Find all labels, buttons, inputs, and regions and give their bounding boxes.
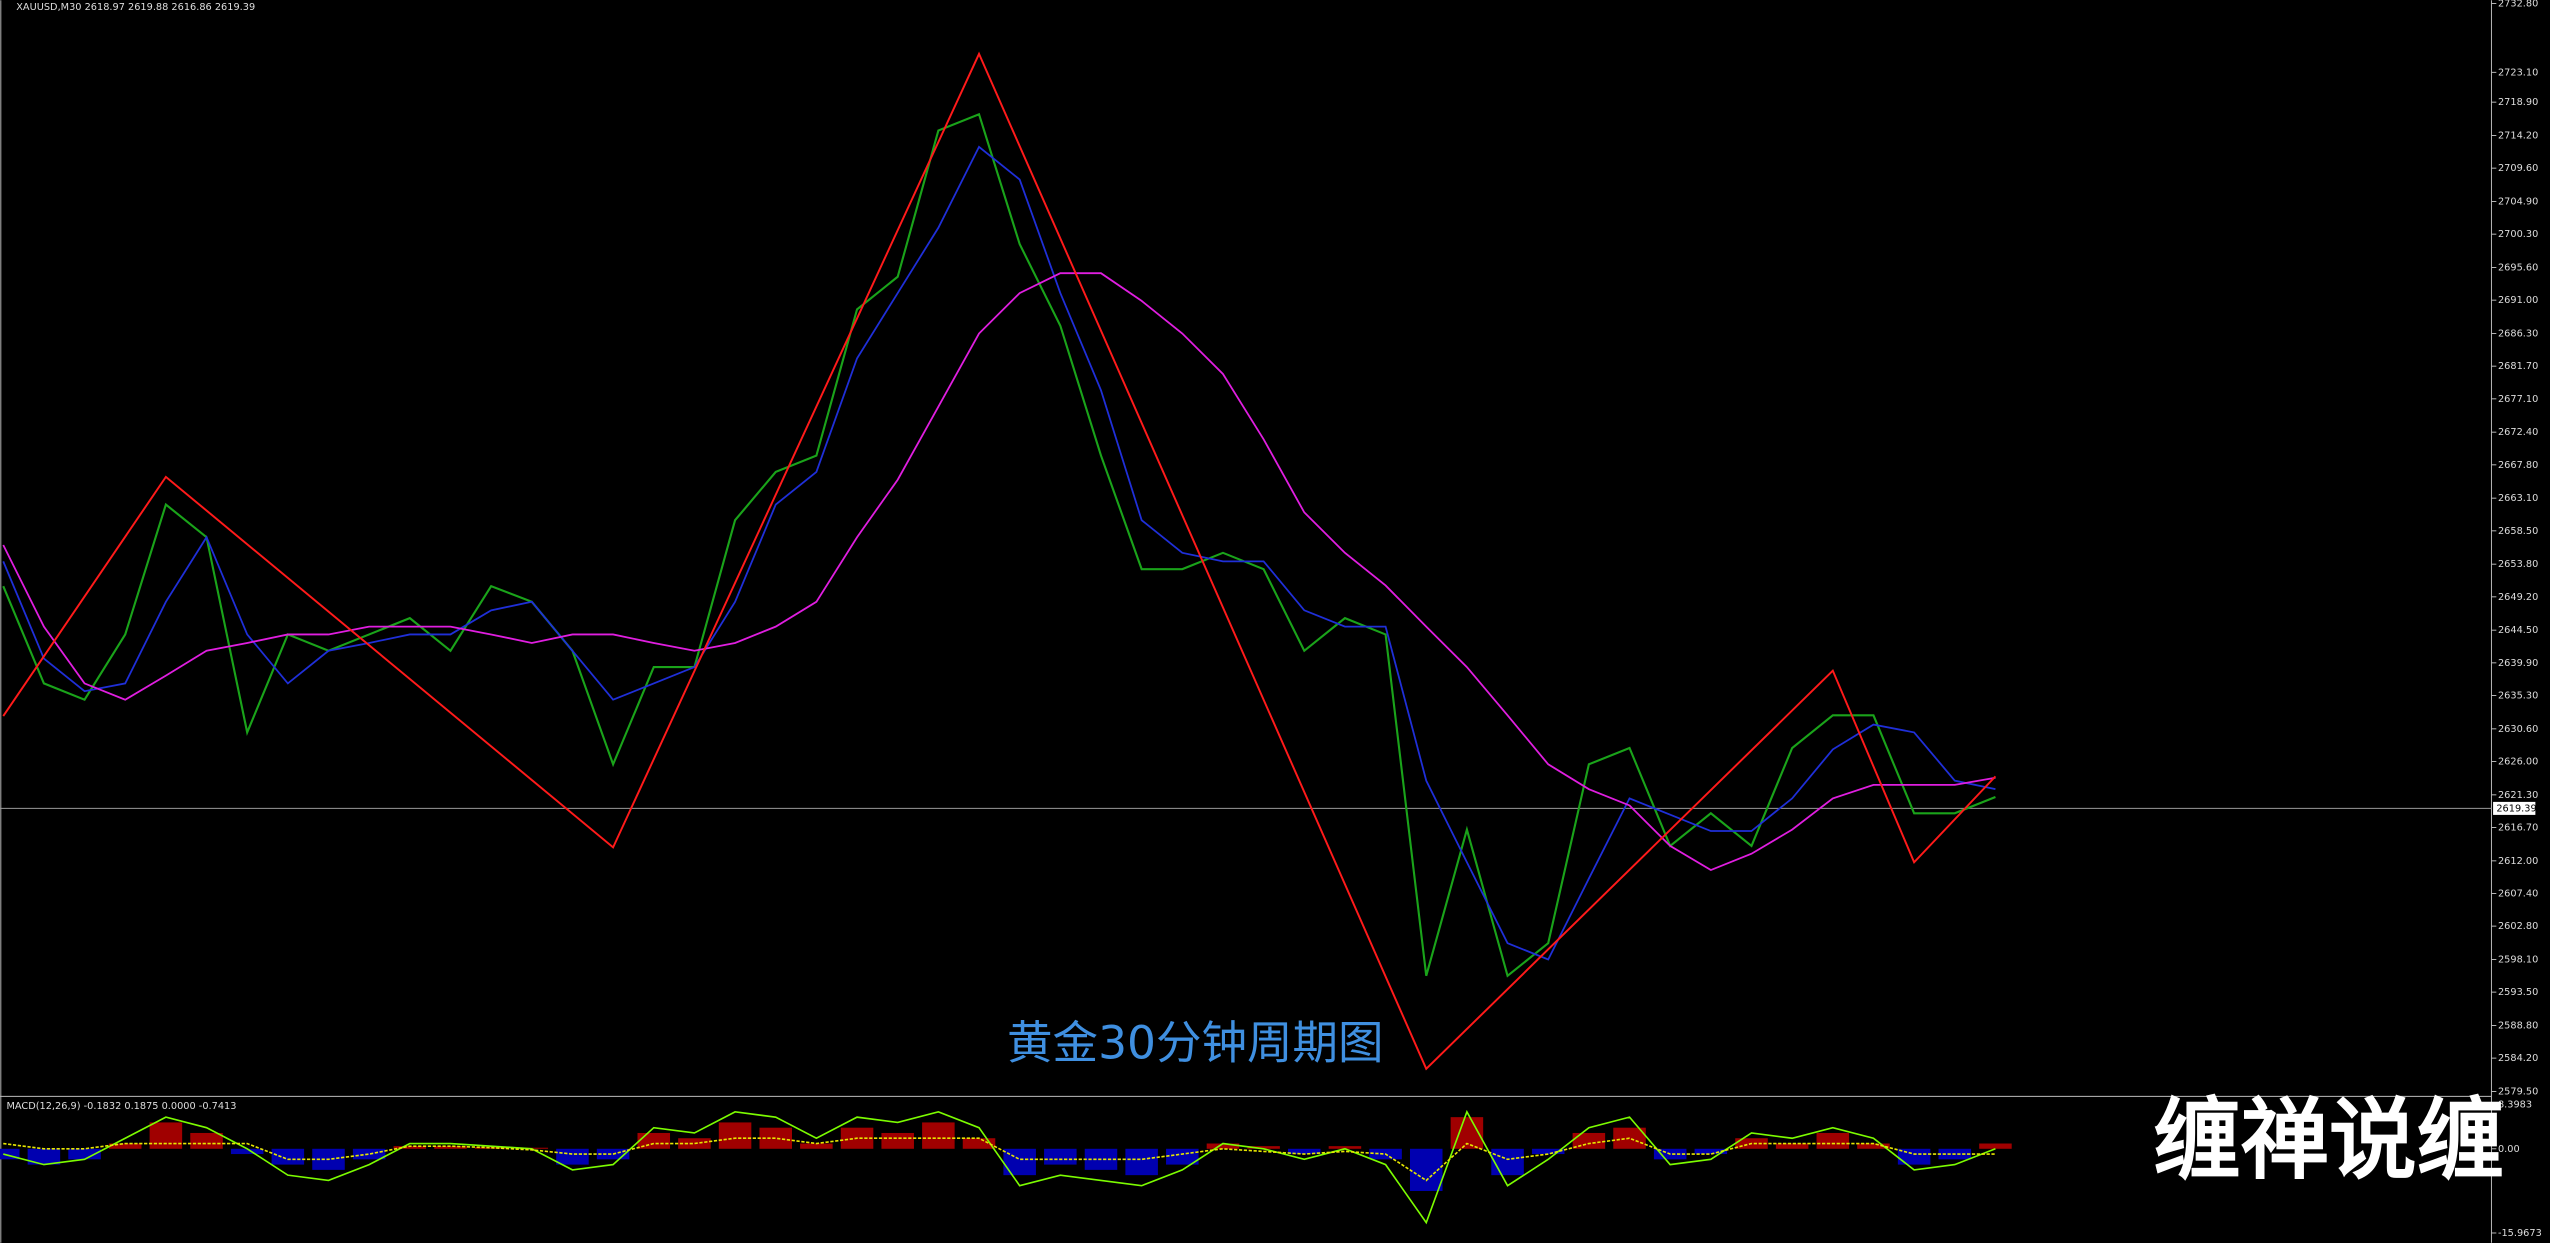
y-tick-label: 2612.00 — [2498, 856, 2538, 867]
macd-histogram-bar — [1491, 1148, 1524, 1176]
macd-histogram-bar — [1775, 1143, 1809, 1149]
macd-histogram-bar — [556, 1148, 589, 1165]
y-tick-label: 2602.80 — [2498, 921, 2538, 932]
macd-histogram-bar — [393, 1146, 427, 1149]
macd-histogram-bar — [1979, 1143, 2012, 1149]
macd-histogram-bar — [0, 1148, 20, 1160]
macd-histogram-bar — [881, 1132, 914, 1149]
y-tick-label: 2704.90 — [2498, 197, 2538, 208]
macd-histogram-bar — [1288, 1148, 1321, 1155]
macd-histogram-bar — [1531, 1148, 1565, 1155]
macd-histogram-bar — [434, 1146, 467, 1149]
price-line — [2, 272, 1996, 872]
y-tick-label: 2635.30 — [2498, 690, 2538, 701]
macd-histogram-bar — [1572, 1132, 1606, 1149]
macd-histogram-bar — [718, 1122, 752, 1149]
y-tick-label: 2718.90 — [2498, 97, 2538, 108]
macd-histogram-bar — [1816, 1132, 1850, 1149]
macd-histogram-bar — [149, 1122, 183, 1149]
macd-histogram-bar — [678, 1138, 711, 1149]
macd-line — [3, 1109, 1996, 1225]
y-tick-label: 2677.10 — [2498, 394, 2538, 405]
macd-histogram-bar — [108, 1143, 142, 1149]
y-tick-label: 2621.30 — [2498, 790, 2538, 801]
macd-histogram-bar — [922, 1122, 955, 1149]
y-tick-label: 2686.30 — [2498, 329, 2538, 340]
macd-histogram-bar — [637, 1132, 671, 1149]
y-tick-label: 2663.10 — [2498, 493, 2538, 504]
macd-histogram-bar — [1206, 1143, 1240, 1149]
macd-line — [3, 1137, 1996, 1182]
macd-histogram-bar — [1328, 1146, 1362, 1149]
y-tick-label: 2579.50 — [2498, 1086, 2538, 1097]
watermark: 缠禅说缠 — [2153, 1089, 2504, 1192]
macd-histogram-bar — [474, 1147, 508, 1149]
y-tick-label: 2732.80 — [2498, 0, 2538, 10]
y-tick-label: 2644.50 — [2498, 625, 2538, 636]
y-tick-label: 2709.60 — [2498, 163, 2538, 174]
last-price-box — [2493, 801, 2536, 815]
y-tick-label: 2616.70 — [2498, 822, 2538, 833]
y-tick-label: 2681.70 — [2498, 361, 2538, 372]
macd-title: MACD(12,26,9) -0.1832 0.1875 0.0000 -0.7… — [7, 1101, 237, 1112]
y-tick-label: 2667.80 — [2498, 460, 2538, 471]
macd-histogram-bar — [1247, 1146, 1280, 1149]
macd-histogram-bar — [1044, 1148, 1077, 1165]
macd-histogram-bar — [230, 1148, 264, 1155]
macd-histogram-bar — [759, 1127, 792, 1149]
y-tick-label: 2639.90 — [2498, 658, 2538, 669]
y-tick-label: 2672.40 — [2498, 427, 2538, 438]
y-tick-label: -15.9673 — [2498, 1228, 2542, 1239]
y-tick-label: 2723.10 — [2498, 67, 2538, 78]
price-line — [2, 145, 1996, 961]
y-tick-label: 2584.20 — [2498, 1053, 2538, 1064]
macd-histogram-bar — [1694, 1148, 1728, 1155]
macd-histogram-bar — [190, 1132, 223, 1149]
macd-histogram-bar — [271, 1148, 305, 1165]
macd-histogram-bar — [1897, 1148, 1931, 1165]
macd-histogram-bar — [1125, 1148, 1158, 1176]
y-tick-label: 2630.60 — [2498, 724, 2538, 735]
y-tick-label: 2700.30 — [2498, 229, 2538, 240]
y-tick-label: 0.00 — [2498, 1144, 2520, 1155]
y-tick-label: 8.3983 — [2498, 1100, 2532, 1111]
y-tick-label: 2588.80 — [2498, 1020, 2538, 1031]
chart-title: XAUUSD,M30 2618.97 2619.88 2616.86 2619.… — [16, 2, 255, 13]
y-tick-label: 2593.50 — [2498, 987, 2538, 998]
y-tick-label: 2649.20 — [2498, 592, 2538, 603]
y-tick-label: 2607.40 — [2498, 888, 2538, 899]
y-tick-label: 2691.00 — [2498, 295, 2538, 306]
y-tick-label: 2653.80 — [2498, 559, 2538, 570]
last-price-label: 2619.39 — [2496, 803, 2536, 814]
y-tick-label: 2714.20 — [2498, 131, 2538, 142]
macd-histogram-bar — [352, 1148, 386, 1160]
macd-histogram-bar — [800, 1143, 833, 1149]
y-tick-label: 2695.60 — [2498, 263, 2538, 274]
annotation: 黄金30分钟周期图 — [1007, 1016, 1384, 1069]
y-tick-label: 2626.00 — [2498, 756, 2538, 767]
y-tick-label: 2598.10 — [2498, 954, 2538, 965]
zigzag — [2, 51, 1997, 1071]
macd-histogram-bar — [1857, 1143, 1890, 1149]
macd-histogram-bar — [27, 1148, 61, 1165]
y-tick-label: 2658.50 — [2498, 526, 2538, 537]
macd-histogram-bar — [962, 1138, 996, 1149]
price-line — [2, 112, 1996, 978]
macd-histogram-bar — [68, 1148, 101, 1160]
